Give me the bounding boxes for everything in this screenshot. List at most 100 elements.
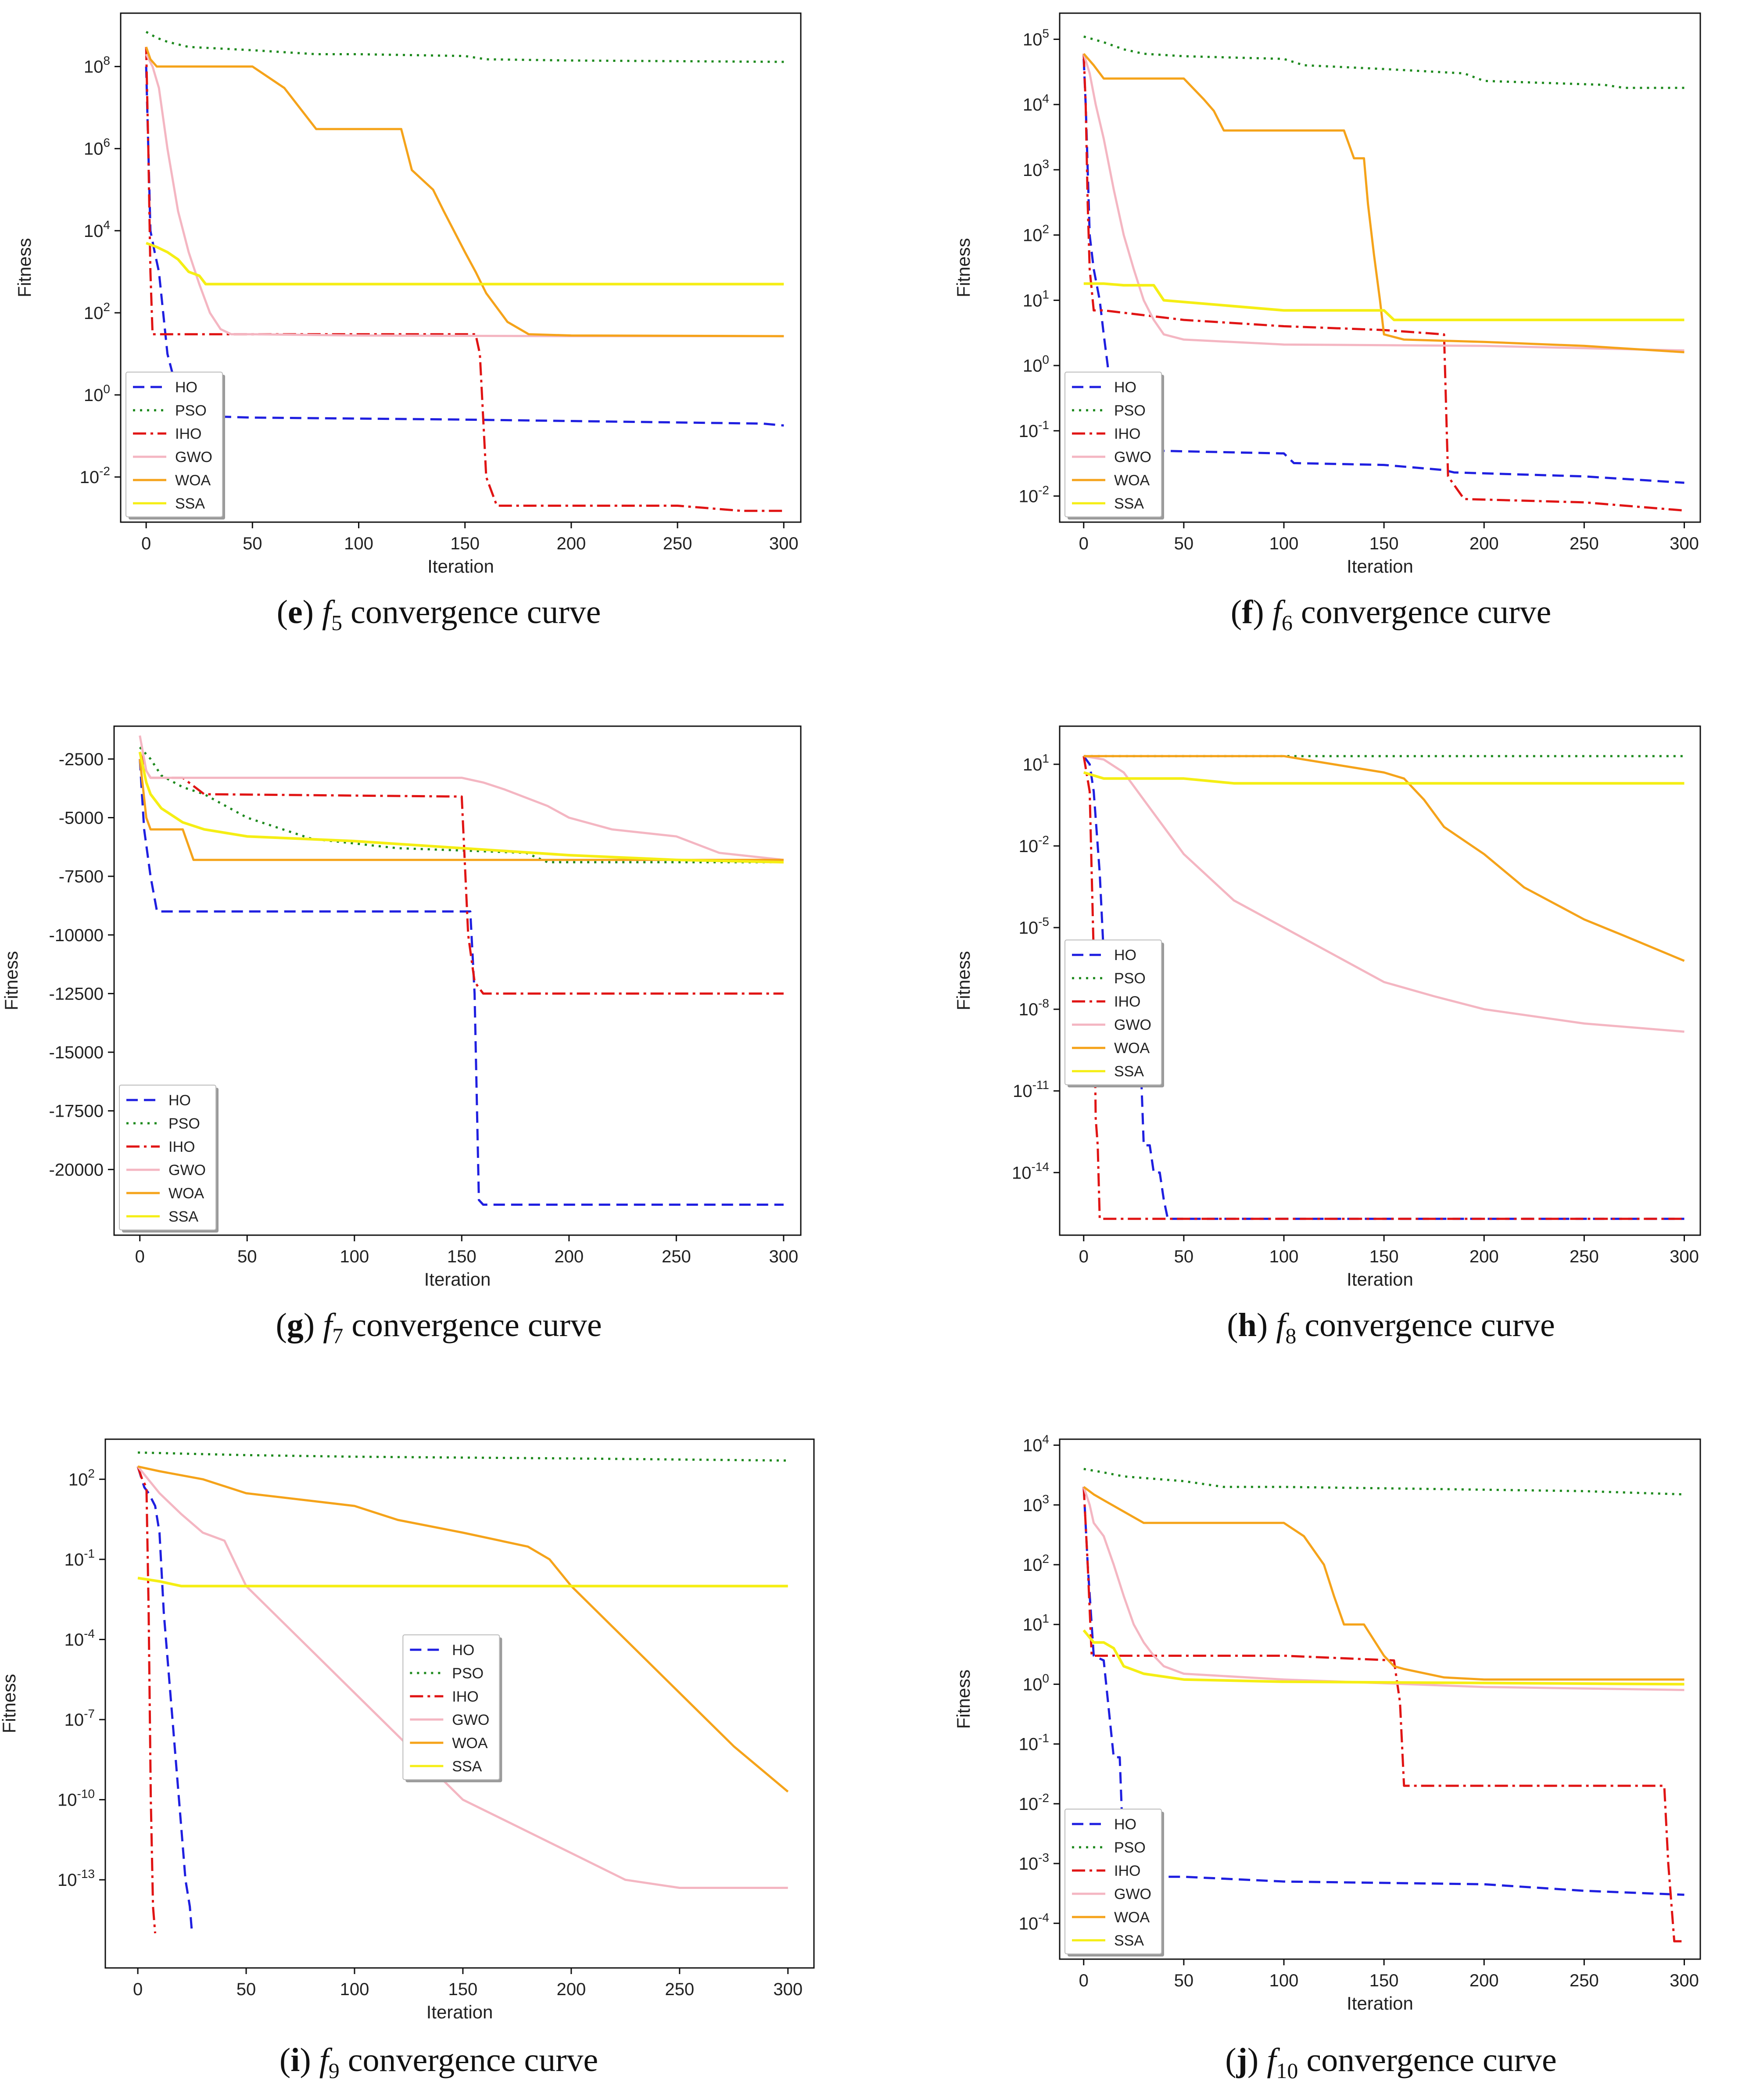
x-tick-label: 250: [663, 534, 692, 553]
x-tick-label: 250: [1570, 1971, 1599, 1990]
x-tick-label: 50: [1174, 1971, 1194, 1990]
y-tick-label: -12500: [49, 984, 104, 1003]
y-tick-label: 10-2: [1019, 484, 1049, 506]
legend-label-ho: HO: [1114, 947, 1136, 964]
legend: HO PSO IHO GWO WOA SSA: [402, 1634, 502, 1782]
series-group: [1082, 35, 1684, 512]
legend: HO PSO IHO GWO WOA SSA: [1064, 372, 1164, 520]
y-axis-label: Fitness: [953, 1670, 974, 1729]
x-tick-label: 200: [554, 1247, 584, 1266]
caption-j: (j) f10 convergence curve: [1225, 2042, 1556, 2083]
y-tick-label: 100: [1023, 1671, 1049, 1694]
legend-box: [125, 372, 223, 517]
legend-label-ssa: SSA: [1114, 1932, 1144, 1949]
caption-g: (g) f7 convergence curve: [276, 1307, 602, 1348]
series-line-iho: [145, 47, 784, 512]
legend-label-woa: WOA: [452, 1735, 488, 1752]
x-tick-label: 300: [769, 1247, 799, 1266]
y-tick-label: 104: [1023, 92, 1049, 115]
x-tick-label: 0: [1079, 1971, 1089, 1990]
plot-frame: [1059, 12, 1701, 523]
series-group: [136, 1451, 789, 1934]
x-tick-label: 250: [665, 1980, 694, 1999]
series-line-ssa: [1083, 282, 1684, 322]
series-line-woa: [1083, 1486, 1684, 1681]
x-tick-label: 200: [557, 534, 586, 553]
legend-label-gwo: GWO: [1114, 1017, 1151, 1033]
y-tick-label: -7500: [59, 867, 104, 886]
x-tick-label: 200: [1469, 534, 1499, 553]
legend-label-iho: IHO: [1114, 1863, 1140, 1879]
series-line-gwo: [1083, 755, 1684, 1033]
series-line-gwo: [139, 735, 784, 861]
series-line-iho: [1082, 54, 1684, 512]
x-tick-label: 0: [141, 534, 151, 553]
x-axis-label: Iteration: [1347, 1993, 1413, 2014]
series-line-ho: [1082, 59, 1684, 484]
series-line-ssa: [1082, 1629, 1684, 1686]
x-tick-label: 50: [243, 534, 262, 553]
series-line-ho: [145, 66, 784, 427]
x-tick-label: 100: [1269, 1971, 1299, 1990]
series-line-woa: [139, 759, 784, 861]
x-tick-label: 300: [769, 534, 799, 553]
series-line-ssa: [1083, 771, 1684, 785]
series-line-gwo: [137, 1466, 788, 1889]
x-tick-label: 150: [1369, 534, 1399, 553]
legend-label-ho: HO: [175, 379, 197, 396]
legend-label-gwo: GWO: [452, 1712, 489, 1728]
x-tick-label: 250: [1570, 534, 1599, 553]
legend-label-iho: IHO: [452, 1688, 478, 1705]
x-tick-label: 50: [237, 1980, 256, 1999]
series-line-woa: [1083, 755, 1685, 962]
x-tick-label: 250: [1570, 1247, 1599, 1266]
x-tick-label: 150: [447, 1247, 477, 1266]
legend-box: [1064, 372, 1162, 517]
legend-label-gwo: GWO: [1114, 449, 1151, 466]
legend-label-ssa: SSA: [452, 1758, 482, 1775]
legend-label-woa: WOA: [1114, 1040, 1150, 1057]
series-line-ssa: [146, 242, 784, 286]
legend: HO PSO IHO GWO WOA SSA: [125, 372, 225, 520]
x-tick-label: 100: [344, 534, 373, 553]
y-tick-label: 106: [84, 136, 110, 159]
legend-label-ho: HO: [1114, 379, 1136, 396]
y-tick-label: 103: [1023, 157, 1049, 180]
x-axis-label: Iteration: [1347, 556, 1413, 577]
legend-label-iho: IHO: [1114, 426, 1140, 442]
legend-label-woa: WOA: [1114, 1909, 1150, 1926]
x-tick-label: 50: [237, 1247, 257, 1266]
x-tick-label: 0: [1079, 534, 1089, 553]
x-axis-label: Iteration: [424, 1269, 491, 1290]
legend-label-pso: PSO: [1114, 1839, 1146, 1856]
series-line-gwo: [1082, 1487, 1684, 1691]
y-tick-label: -17500: [49, 1102, 104, 1121]
y-tick-label: 10-11: [1013, 1078, 1049, 1101]
y-tick-label: 102: [68, 1466, 95, 1489]
y-axis-label: Fitness: [953, 951, 974, 1010]
legend-label-ho: HO: [168, 1092, 191, 1109]
y-axis-label: Fitness: [0, 1674, 19, 1733]
x-tick-label: 150: [450, 534, 480, 553]
legend-label-woa: WOA: [168, 1185, 204, 1202]
series-line-ssa: [137, 1577, 788, 1588]
legend: HO PSO IHO GWO WOA SSA: [1064, 1809, 1164, 1957]
y-tick-label: 102: [1023, 222, 1049, 245]
legend-label-woa: WOA: [175, 472, 211, 489]
x-tick-label: 100: [1269, 1247, 1299, 1266]
legend-box: [402, 1634, 500, 1780]
y-tick-label: 10-7: [65, 1707, 95, 1730]
y-tick-label: 101: [1023, 1612, 1049, 1634]
y-tick-label: 10-5: [1019, 915, 1049, 938]
y-tick-label: -5000: [59, 808, 104, 828]
legend-label-pso: PSO: [452, 1665, 484, 1682]
y-tick-label: -2500: [59, 750, 104, 769]
series-line-iho: [1082, 756, 1684, 1220]
x-tick-label: 200: [556, 1980, 586, 1999]
y-tick-label: 10-10: [57, 1787, 95, 1810]
x-tick-label: 200: [1469, 1247, 1499, 1266]
y-tick-label: 108: [84, 54, 110, 77]
series-line-iho: [136, 1466, 157, 1934]
chart-panel-e: 0 50 100 150 200 250 300 108 106 104 102 100 10-2 Ite…: [14, 12, 802, 635]
x-axis-label: Iteration: [1347, 1269, 1413, 1290]
